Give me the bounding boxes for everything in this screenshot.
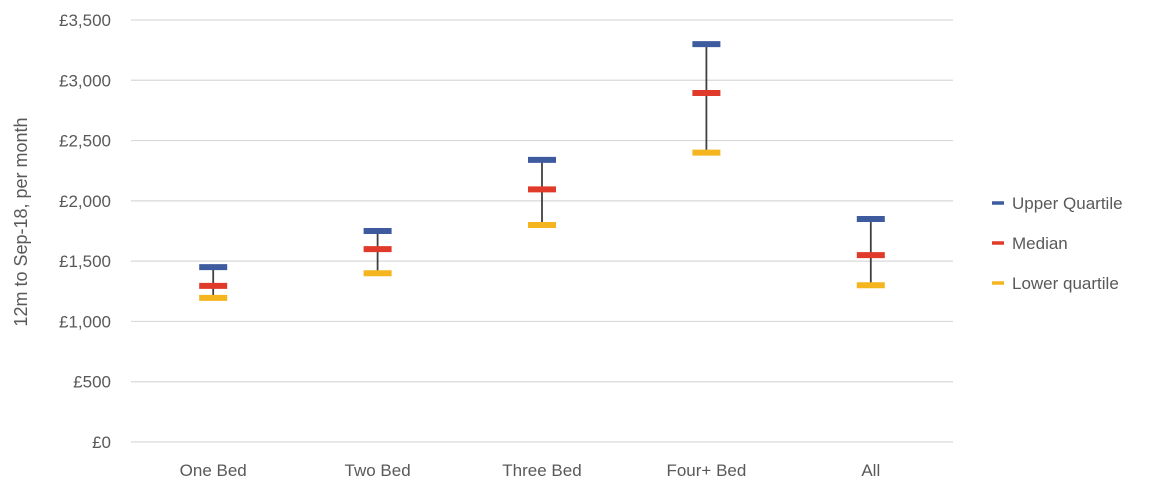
y-tick-label: £3,500 <box>59 11 111 30</box>
x-category-label: Three Bed <box>502 461 581 480</box>
legend-label: Lower quartile <box>1012 274 1119 293</box>
x-category-label: Two Bed <box>345 461 411 480</box>
quartile-marks <box>199 41 885 301</box>
range-lines <box>212 44 872 298</box>
y-tick-label: £0 <box>92 433 111 452</box>
x-axis-categories: One Bed Two Bed Three Bed Four+ Bed All <box>180 461 881 480</box>
y-tick-label: £500 <box>73 373 111 392</box>
gridlines <box>131 19 953 443</box>
legend-label: Upper Quartile <box>1012 194 1123 213</box>
y-tick-label: £2,500 <box>59 132 111 151</box>
y-tick-label: £1,000 <box>59 312 111 331</box>
x-category-label: All <box>861 461 880 480</box>
y-axis-ticks: £0 £500 £1,000 £1,500 £2,000 £2,500 £3,000 £3,5… <box>59 11 111 452</box>
y-tick-label: £1,500 <box>59 252 111 271</box>
x-category-label: Four+ Bed <box>666 461 746 480</box>
y-tick-label: £2,000 <box>59 192 111 211</box>
x-category-label: One Bed <box>180 461 247 480</box>
y-axis-title: 12m to Sep-18, per month <box>11 117 31 326</box>
y-tick-label: £3,000 <box>59 71 111 90</box>
legend: Upper Quartile Median Lower quartile <box>992 194 1123 293</box>
legend-label: Median <box>1012 234 1068 253</box>
